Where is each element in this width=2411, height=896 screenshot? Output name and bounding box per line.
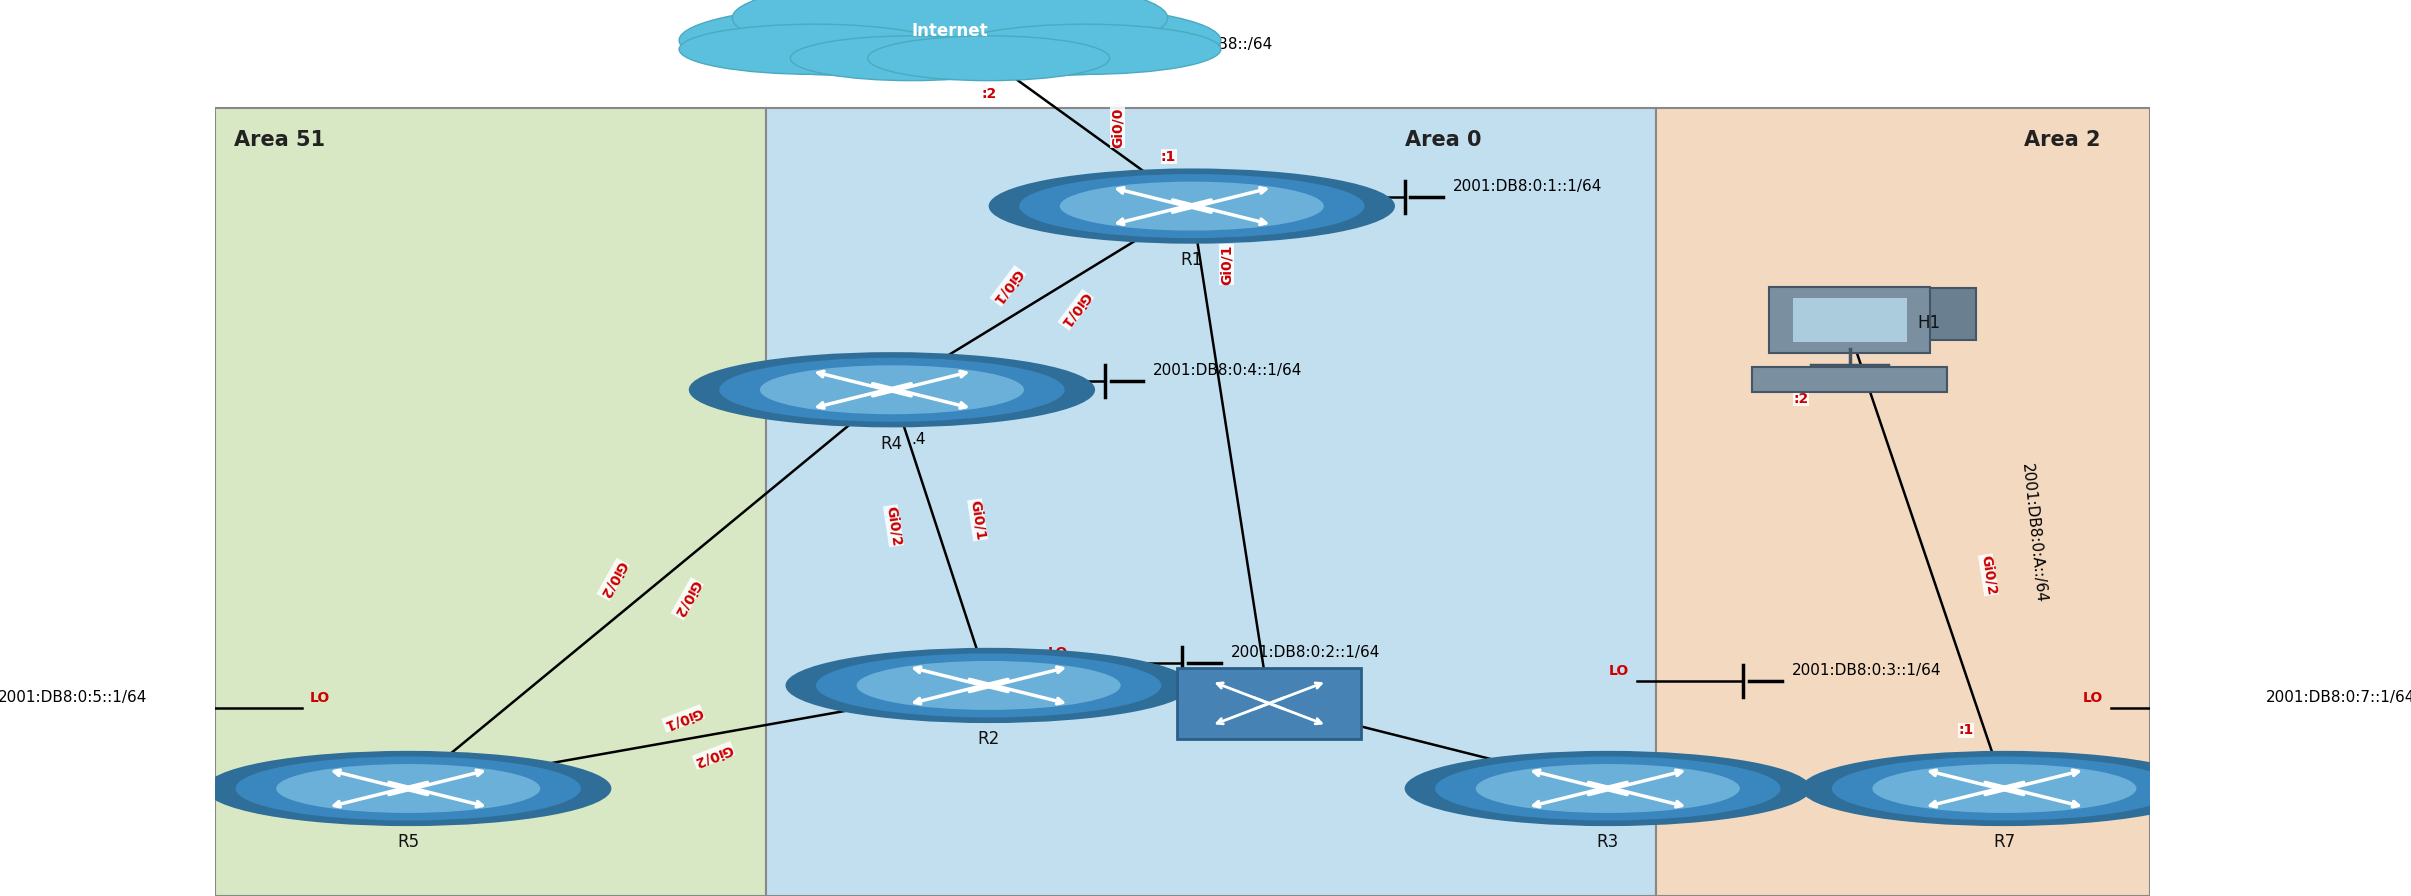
FancyBboxPatch shape: [215, 108, 767, 896]
Text: R7: R7: [1994, 833, 2016, 851]
Text: R1: R1: [1181, 251, 1203, 269]
Ellipse shape: [1406, 751, 1811, 826]
Text: LO: LO: [309, 691, 330, 705]
Text: Gi0/0: Gi0/0: [1111, 108, 1126, 148]
FancyBboxPatch shape: [767, 108, 1656, 896]
Text: LO: LO: [2083, 691, 2102, 705]
Text: Gi0/1: Gi0/1: [1873, 765, 1914, 780]
Text: 2001:DB8:0:A::/64: 2001:DB8:0:A::/64: [2018, 462, 2047, 604]
Text: Gi0/2: Gi0/2: [1979, 554, 1999, 596]
Text: Gi0/1: Gi0/1: [967, 499, 989, 541]
Text: 2001:DB8:0:1::1/64: 2001:DB8:0:1::1/64: [1454, 179, 1603, 194]
Text: Area 2: Area 2: [2023, 130, 2100, 150]
Text: Gi0/2: Gi0/2: [882, 504, 904, 547]
Ellipse shape: [815, 653, 1162, 718]
Text: :2: :2: [981, 87, 996, 101]
Ellipse shape: [680, 24, 950, 74]
Text: Gi0/2: Gi0/2: [1700, 765, 1738, 780]
Ellipse shape: [989, 168, 1396, 244]
Text: 2001:DB8:0:2::1/64: 2001:DB8:0:2::1/64: [1230, 645, 1379, 660]
Text: Gi0/1: Gi0/1: [1058, 289, 1095, 331]
Ellipse shape: [733, 0, 1167, 58]
Ellipse shape: [277, 764, 540, 813]
Text: 2001:DB8:0:4::1/64: 2001:DB8:0:4::1/64: [1152, 363, 1302, 378]
FancyBboxPatch shape: [1656, 108, 2151, 896]
Text: R2: R2: [976, 730, 1001, 748]
Text: H1: H1: [1917, 314, 1941, 332]
Text: 2001:DB8:0:7::1/64: 2001:DB8:0:7::1/64: [2266, 690, 2411, 705]
Ellipse shape: [680, 4, 1066, 76]
Text: Gi0/1: Gi0/1: [1075, 665, 1116, 679]
FancyBboxPatch shape: [1177, 668, 1362, 739]
Text: Gi0/1: Gi0/1: [661, 705, 704, 732]
Ellipse shape: [1435, 756, 1779, 821]
Text: LO: LO: [1271, 180, 1290, 194]
Ellipse shape: [236, 756, 581, 821]
Text: LO: LO: [969, 364, 991, 378]
Ellipse shape: [1832, 756, 2177, 821]
Text: Gi0/1: Gi0/1: [1220, 244, 1234, 285]
Ellipse shape: [834, 4, 1220, 76]
Ellipse shape: [1020, 174, 1365, 238]
Ellipse shape: [791, 36, 1032, 81]
Ellipse shape: [868, 36, 1109, 81]
FancyBboxPatch shape: [1864, 288, 1977, 340]
Text: Internet: Internet: [911, 22, 989, 40]
Ellipse shape: [718, 358, 1066, 422]
Text: 2001:DB8:0:3::1/64: 2001:DB8:0:3::1/64: [1791, 663, 1941, 678]
Text: Gi0/2: Gi0/2: [670, 578, 704, 620]
Text: LO: LO: [1608, 664, 1630, 678]
Ellipse shape: [1061, 182, 1324, 230]
FancyBboxPatch shape: [1770, 287, 1929, 353]
Text: :1: :1: [1958, 723, 1972, 737]
Ellipse shape: [759, 366, 1025, 414]
Text: Gi0/1: Gi0/1: [991, 265, 1025, 306]
FancyBboxPatch shape: [1791, 297, 1907, 341]
Text: :1: :1: [1162, 150, 1177, 164]
Ellipse shape: [856, 661, 1121, 710]
Text: Area 51: Area 51: [234, 130, 325, 150]
Ellipse shape: [690, 352, 1095, 427]
Text: R3: R3: [1596, 833, 1618, 851]
Text: 2001:DB8::/64: 2001:DB8::/64: [1162, 38, 1273, 52]
Ellipse shape: [1873, 764, 2136, 813]
Text: LO: LO: [1049, 646, 1068, 660]
Text: R4: R4: [880, 435, 904, 452]
Text: 2001:DB8:0:5::1/64: 2001:DB8:0:5::1/64: [0, 690, 147, 705]
FancyBboxPatch shape: [1753, 367, 1948, 392]
Text: .4: .4: [911, 432, 926, 446]
Text: Gi0/1: Gi0/1: [1478, 779, 1519, 793]
Ellipse shape: [950, 24, 1220, 74]
Ellipse shape: [1476, 764, 1741, 813]
Text: :2: :2: [1794, 392, 1808, 406]
Ellipse shape: [205, 751, 612, 826]
Text: Gi0/2: Gi0/2: [598, 558, 629, 600]
Text: R5: R5: [398, 833, 420, 851]
Ellipse shape: [786, 648, 1191, 723]
Text: Gi0/2: Gi0/2: [692, 742, 735, 769]
Text: Area 0: Area 0: [1406, 130, 1480, 150]
Ellipse shape: [1801, 751, 2208, 826]
